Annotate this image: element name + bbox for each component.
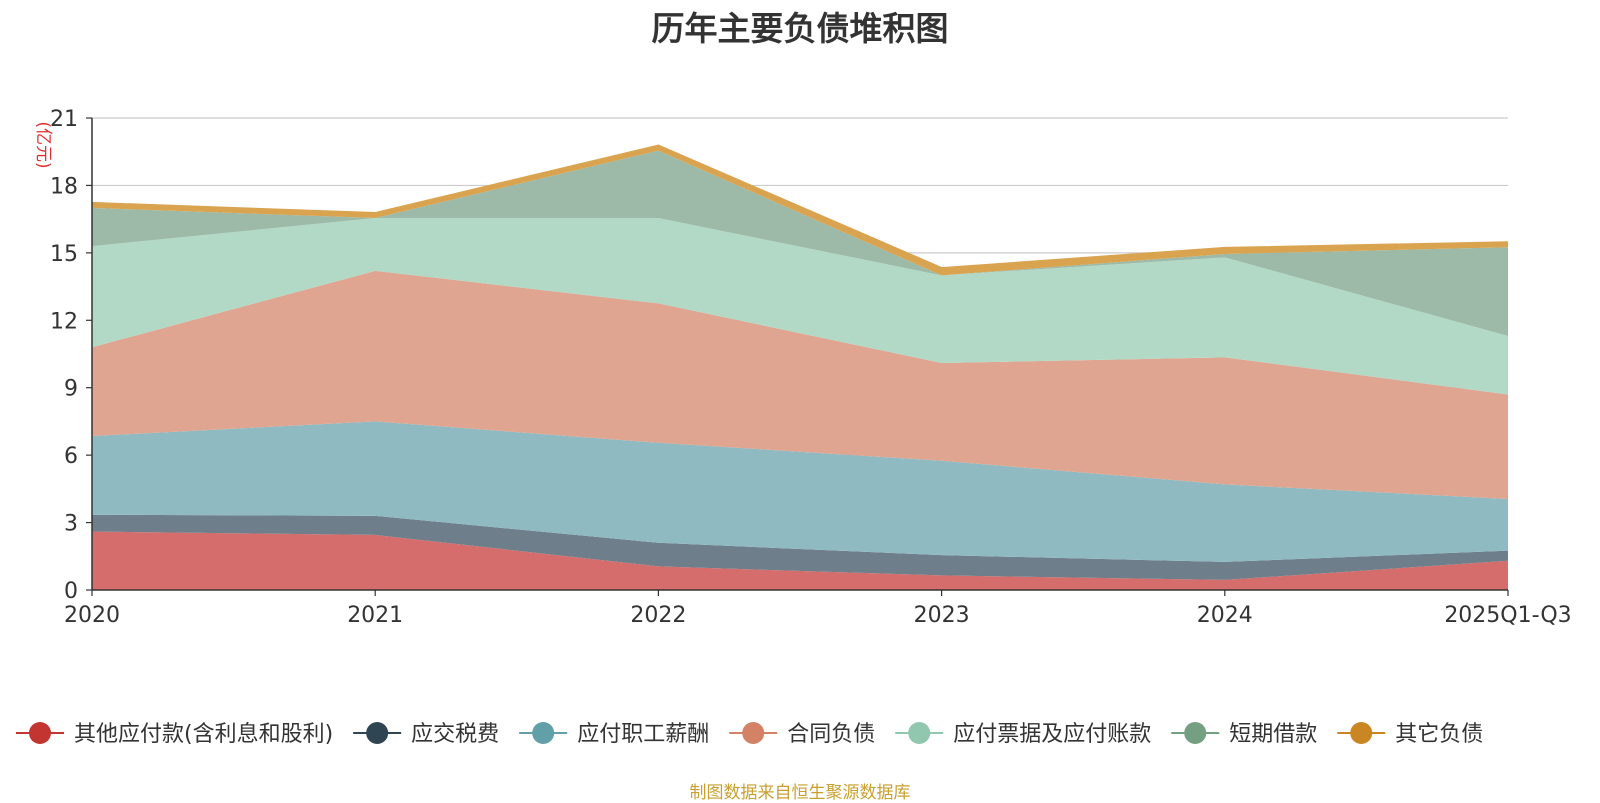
legend-label: 应付职工薪酬 xyxy=(577,722,709,747)
legend-marker xyxy=(532,722,555,744)
y-tick-label: 6 xyxy=(64,444,78,469)
source-note: 制图数据来自恒生聚源数据库 xyxy=(689,783,911,803)
legend-marker xyxy=(366,722,389,744)
area-5 xyxy=(92,218,1508,395)
y-axis-unit-label: (亿元) xyxy=(33,121,53,168)
axes xyxy=(91,118,1508,591)
legend-marker xyxy=(742,722,765,744)
legend-item-2[interactable]: 应交税费 xyxy=(353,722,499,747)
legend-marker xyxy=(1184,722,1207,744)
y-tick-label: 21 xyxy=(50,107,78,132)
area-7 xyxy=(92,146,1508,276)
y-tick-label: 18 xyxy=(50,174,78,199)
area-2 xyxy=(92,514,1508,580)
x-tick-label: 2023 xyxy=(914,603,970,628)
legend-label: 其它负债 xyxy=(1395,722,1483,747)
area-4 xyxy=(92,270,1508,499)
legend-label: 应交税费 xyxy=(411,722,499,747)
legend-label: 短期借款 xyxy=(1229,722,1317,747)
legend: 其他应付款(含利息和股利) 应交税费 应付职工薪酬 合同负债 应付票据及应付账款 短期借款… xyxy=(16,722,1483,747)
legend-item-7[interactable]: 其它负债 xyxy=(1337,722,1483,747)
x-tick-label: 2025Q1-Q3 xyxy=(1444,603,1571,628)
area-3 xyxy=(92,421,1508,562)
legend-marker xyxy=(29,722,51,744)
legend-label: 其他应付款(含利息和股利) xyxy=(74,722,333,747)
area-6 xyxy=(92,150,1508,337)
y-tick-label: 3 xyxy=(64,512,78,537)
tick-labels: 0 3 6 9 12 15 18 21 2020 2021 2022 2023 2024 2025Q1-Q… xyxy=(50,107,1572,628)
x-tick-label: 2022 xyxy=(630,603,686,628)
chart-title: 历年主要负债堆积图 xyxy=(651,9,949,48)
y-tick-label: 15 xyxy=(50,242,78,267)
legend-item-5[interactable]: 应付票据及应付账款 xyxy=(895,722,1151,747)
legend-item-6[interactable]: 短期借款 xyxy=(1171,722,1317,747)
x-tick-label: 2020 xyxy=(64,603,120,628)
y-tick-label: 12 xyxy=(50,309,78,334)
legend-marker xyxy=(1350,722,1373,744)
y-tick-label: 0 xyxy=(64,579,78,604)
legend-item-3[interactable]: 应付职工薪酬 xyxy=(519,722,709,747)
legend-marker xyxy=(908,722,931,744)
y-tick-label: 9 xyxy=(64,377,78,402)
legend-item-1[interactable]: 其他应付款(含利息和股利) xyxy=(16,722,333,747)
area-series xyxy=(91,144,1509,590)
legend-item-4[interactable]: 合同负债 xyxy=(729,722,875,747)
x-tick-label: 2021 xyxy=(347,603,403,628)
area-1 xyxy=(92,531,1508,590)
area-7-top-line xyxy=(91,144,1509,271)
legend-label: 合同负债 xyxy=(787,722,875,747)
x-tick-label: 2024 xyxy=(1197,603,1253,628)
legend-label: 应付票据及应付账款 xyxy=(953,722,1151,747)
